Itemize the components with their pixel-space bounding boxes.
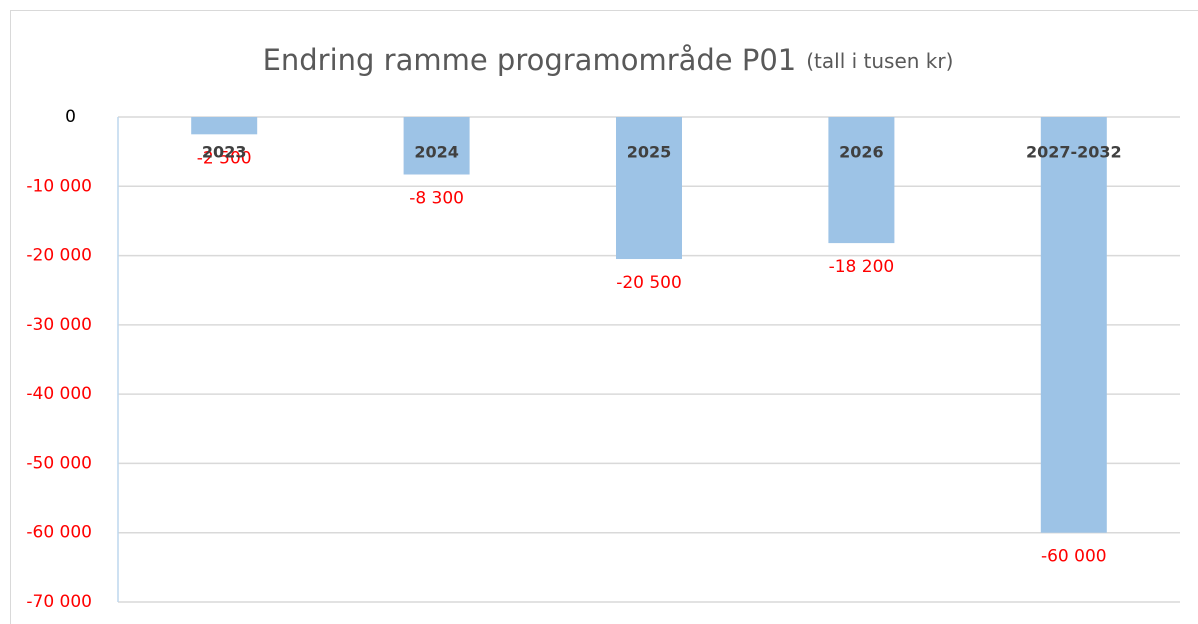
x-tick-label: 2023 — [202, 143, 247, 162]
value-label: -8 300 — [409, 189, 464, 209]
chart-heading: Endring ramme programområde P01 (tall i t… — [263, 43, 954, 77]
y-tick-label: -70 000 — [26, 592, 92, 612]
bar — [403, 117, 470, 175]
y-tick-label: -60 000 — [26, 523, 92, 543]
chart-frame — [10, 10, 1198, 624]
y-tick-label: -10 000 — [26, 176, 92, 196]
value-label: -2 500 — [197, 148, 252, 168]
bar — [616, 117, 682, 260]
y-tick-label: -30 000 — [26, 315, 92, 335]
chart-subtitle: (tall i tusen kr) — [806, 49, 953, 73]
value-label: -60 000 — [1041, 547, 1107, 567]
bar — [828, 117, 895, 244]
y-tick-label: 0 — [65, 107, 76, 127]
chart-title: Endring ramme programområde P01 — [263, 43, 797, 77]
y-tick-label: -50 000 — [26, 453, 92, 473]
x-tick-label: 2027-2032 — [1026, 143, 1122, 162]
y-tick-label: -40 000 — [26, 384, 92, 404]
value-label: -20 500 — [616, 273, 682, 293]
bar — [1040, 117, 1107, 533]
x-tick-label: 2026 — [839, 143, 884, 162]
x-tick-label: 2024 — [414, 143, 459, 162]
y-tick-label: -20 000 — [26, 246, 92, 266]
x-tick-label: 2025 — [627, 143, 672, 162]
bar — [191, 117, 258, 135]
value-label: -18 200 — [829, 257, 895, 277]
